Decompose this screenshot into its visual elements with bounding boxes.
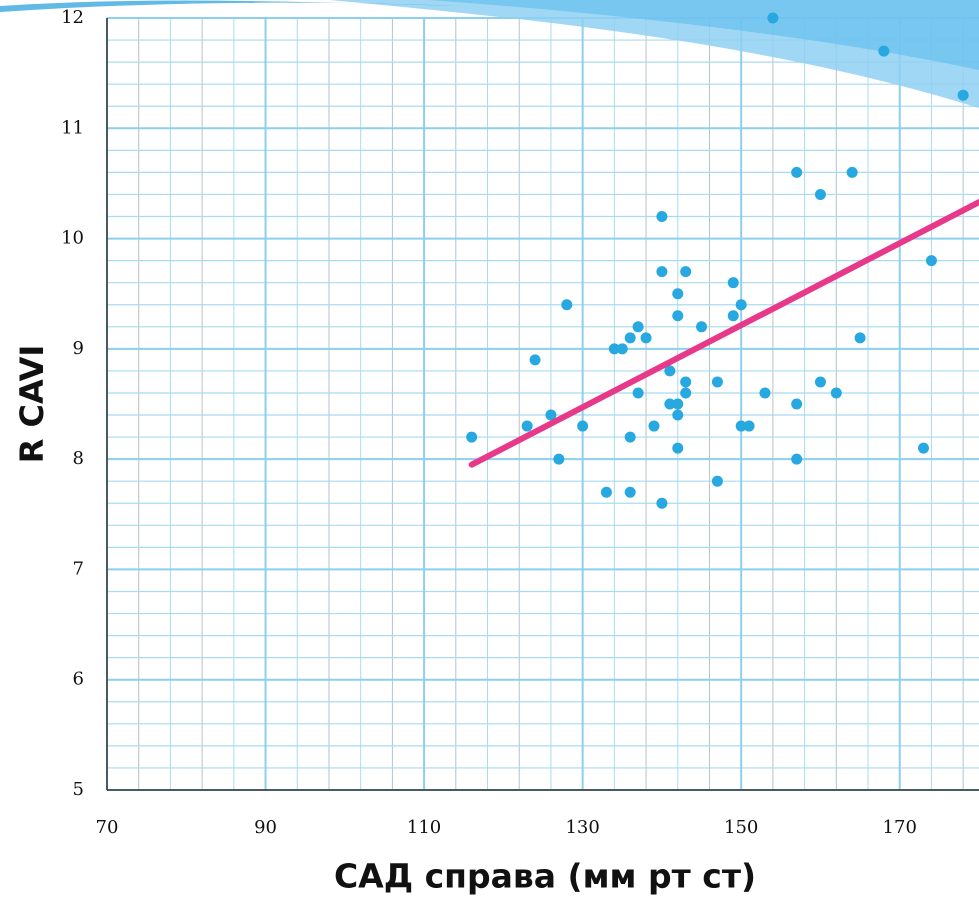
point [600, 486, 612, 498]
x-tick-label: 170 [883, 817, 917, 838]
point [672, 398, 684, 410]
point [656, 266, 668, 278]
x-tick-label: 130 [565, 817, 599, 838]
point [529, 354, 541, 366]
x-tick-label: 90 [254, 817, 277, 838]
point [632, 387, 644, 399]
point [624, 431, 636, 443]
y-tick-label: 12 [61, 7, 84, 28]
x-axis-label: САД справа (мм рт ст) [334, 857, 756, 896]
point [545, 409, 557, 421]
point [830, 387, 842, 399]
point [672, 409, 684, 421]
point [680, 266, 692, 278]
point [854, 332, 866, 344]
point [727, 277, 739, 289]
point [577, 420, 589, 432]
y-tick-label: 10 [61, 228, 84, 249]
point [640, 332, 652, 344]
point [846, 166, 858, 178]
point [466, 431, 478, 443]
point [791, 398, 803, 410]
point [727, 310, 739, 322]
point [759, 387, 771, 399]
point [632, 321, 644, 333]
x-tick-label: 110 [407, 817, 441, 838]
marks [466, 12, 979, 509]
point [624, 332, 636, 344]
point [925, 255, 937, 267]
point [696, 321, 708, 333]
point [656, 497, 668, 509]
point [561, 299, 573, 311]
point [878, 45, 890, 57]
x-tick-label: 150 [724, 817, 758, 838]
point [711, 475, 723, 487]
swoosh [0, 0, 460, 12]
y-tick-label: 5 [73, 779, 84, 800]
point [624, 486, 636, 498]
point [735, 420, 747, 432]
y-tick-label: 7 [73, 558, 84, 579]
point [735, 299, 747, 311]
point [672, 310, 684, 322]
point [814, 376, 826, 388]
y-tick-label: 8 [73, 448, 84, 469]
point [656, 211, 668, 223]
point [616, 343, 628, 355]
point [672, 442, 684, 454]
point [680, 376, 692, 388]
point [957, 89, 969, 101]
point [743, 420, 755, 432]
plot-grid [106, 17, 979, 791]
decoration [0, 0, 979, 108]
point [553, 453, 565, 465]
point [814, 188, 826, 200]
y-axis-label: R CAVI [13, 345, 51, 464]
point [791, 453, 803, 465]
point [672, 288, 684, 300]
point [767, 12, 779, 24]
y-tick-label: 11 [61, 117, 84, 138]
point [608, 343, 620, 355]
point [711, 376, 723, 388]
point [521, 420, 533, 432]
point [680, 387, 692, 399]
point [664, 398, 676, 410]
trend-line [468, 199, 979, 468]
point [918, 442, 930, 454]
swoosh [430, 0, 979, 70]
x-tick-label: 70 [96, 817, 119, 838]
y-tick-label: 6 [73, 669, 84, 690]
y-tick-label: 9 [73, 338, 84, 359]
point [648, 420, 660, 432]
point [791, 166, 803, 178]
point [664, 365, 676, 377]
